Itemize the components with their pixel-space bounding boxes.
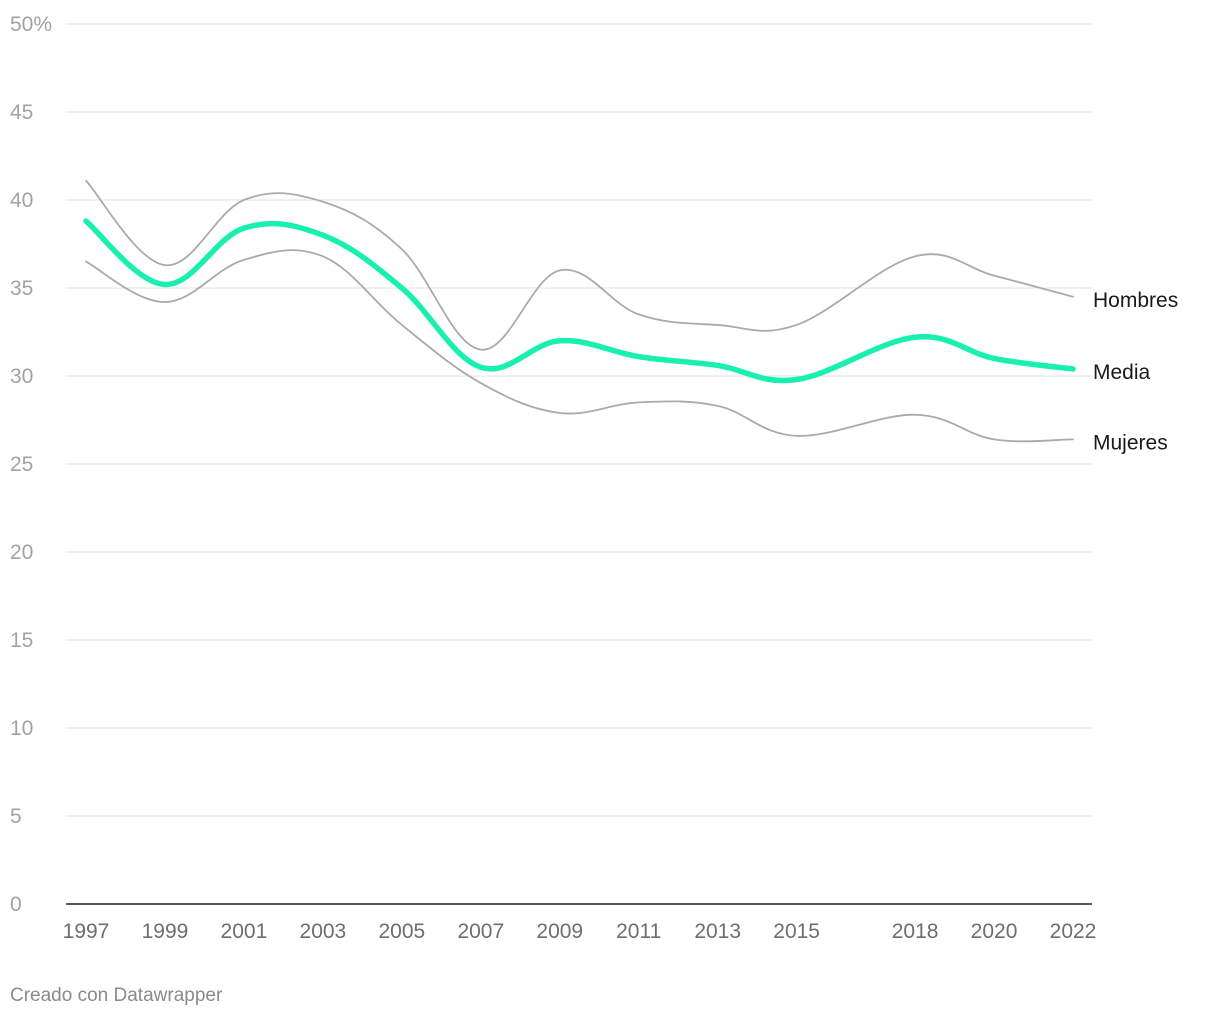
gridlines bbox=[66, 23, 1092, 817]
y-tick-label: 25 bbox=[10, 453, 33, 476]
x-tick-label: 2001 bbox=[221, 920, 268, 943]
x-tick-label: 2018 bbox=[892, 920, 939, 943]
x-tick-label: 2003 bbox=[300, 920, 347, 943]
series-line-hombres bbox=[85, 179, 1074, 351]
x-axis-ticks: 1997 1999 2001 2003 2005 2007 2009 2011 2013 2015… bbox=[63, 920, 1097, 943]
x-tick-label: 2005 bbox=[378, 920, 425, 943]
x-tick-label: 2022 bbox=[1050, 920, 1097, 943]
credit-text: Creado con Datawrapper bbox=[10, 985, 223, 1006]
y-tick-label: 40 bbox=[10, 189, 33, 212]
x-tick-label: 2009 bbox=[536, 920, 583, 943]
y-tick-label: 30 bbox=[10, 365, 33, 388]
series-lines bbox=[83, 179, 1076, 443]
x-tick-label: 2007 bbox=[457, 920, 504, 943]
series-label-media: Media bbox=[1093, 361, 1151, 384]
series-line-media bbox=[83, 218, 1076, 384]
series-line-mujeres bbox=[85, 249, 1074, 443]
y-tick-label: 15 bbox=[10, 629, 33, 652]
y-tick-label: 0 bbox=[10, 893, 22, 916]
series-labels: Hombres Media Mujeres bbox=[1093, 289, 1178, 455]
y-axis-ticks: 50% 45 40 35 30 25 20 15 10 5 0 bbox=[10, 13, 52, 916]
y-tick-label: 20 bbox=[10, 541, 33, 564]
series-label-mujeres: Mujeres bbox=[1093, 431, 1168, 454]
x-tick-label: 1999 bbox=[142, 920, 189, 943]
x-tick-label: 2013 bbox=[694, 920, 741, 943]
y-tick-label: 5 bbox=[10, 805, 22, 828]
y-tick-label: 10 bbox=[10, 717, 33, 740]
y-tick-label: 45 bbox=[10, 101, 33, 124]
x-tick-label: 2020 bbox=[971, 920, 1018, 943]
x-tick-label: 2015 bbox=[773, 920, 820, 943]
y-tick-label: 50% bbox=[10, 13, 52, 36]
x-tick-label: 2011 bbox=[616, 920, 661, 943]
y-tick-label: 35 bbox=[10, 277, 33, 300]
series-label-hombres: Hombres bbox=[1093, 289, 1178, 312]
x-tick-label: 1997 bbox=[63, 920, 110, 943]
